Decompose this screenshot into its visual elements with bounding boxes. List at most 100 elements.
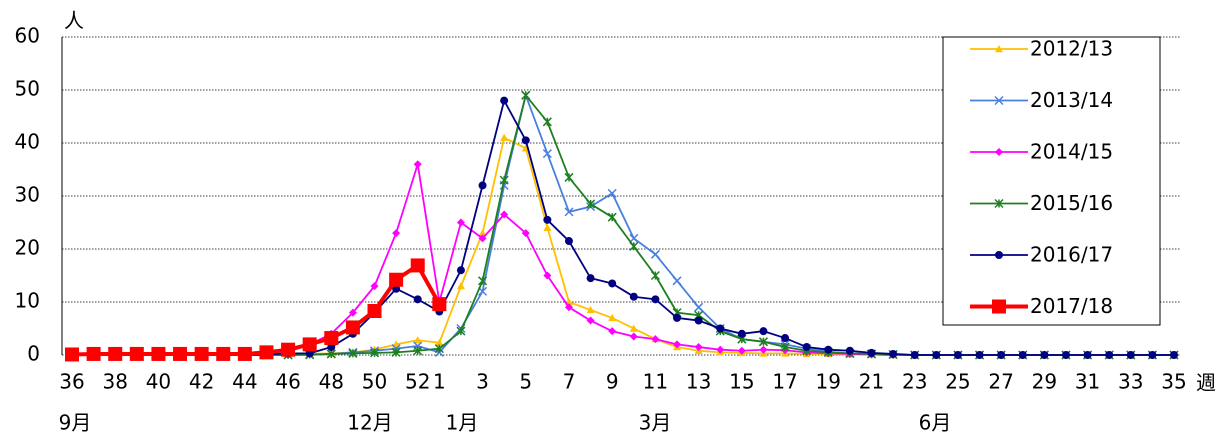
- marker: [413, 336, 422, 344]
- marker: [992, 299, 1006, 314]
- y-tick-label: 50: [15, 77, 40, 101]
- marker: [997, 351, 1006, 359]
- marker: [564, 237, 573, 246]
- x-tick-label: 17: [772, 370, 797, 394]
- marker: [1126, 351, 1135, 359]
- marker: [995, 251, 1003, 259]
- marker: [305, 349, 314, 358]
- marker: [478, 234, 487, 243]
- month-label: 3月: [639, 411, 672, 435]
- x-tick-label: 38: [102, 370, 127, 394]
- marker: [194, 346, 209, 361]
- marker: [478, 276, 488, 286]
- marker: [781, 334, 790, 343]
- marker: [651, 335, 660, 344]
- x-tick-label: 25: [945, 370, 970, 394]
- marker: [326, 349, 336, 359]
- marker: [324, 331, 339, 346]
- marker: [456, 282, 465, 290]
- marker: [607, 212, 617, 222]
- series-line: [71, 262, 442, 357]
- marker: [867, 348, 876, 357]
- marker: [629, 241, 639, 251]
- marker: [716, 345, 725, 354]
- marker: [994, 95, 1004, 106]
- month-label: 6月: [919, 411, 952, 435]
- marker: [237, 346, 252, 361]
- marker: [673, 340, 682, 349]
- marker: [564, 172, 574, 182]
- marker: [758, 337, 768, 347]
- x-tick-label: 36: [59, 370, 84, 394]
- x-tick-label: 35: [1161, 370, 1186, 394]
- y-tick-label: 0: [27, 342, 40, 366]
- marker: [759, 345, 768, 354]
- marker: [1018, 351, 1027, 359]
- marker: [1105, 351, 1114, 359]
- x-tick-label: 9: [606, 370, 619, 394]
- marker: [108, 346, 123, 361]
- marker: [975, 351, 984, 359]
- marker: [432, 297, 447, 312]
- legend-label: 2013/14: [1030, 88, 1113, 112]
- marker: [889, 349, 898, 358]
- y-unit: 人: [64, 9, 84, 33]
- marker: [370, 282, 379, 291]
- marker: [500, 133, 509, 141]
- marker: [345, 320, 360, 335]
- marker: [65, 347, 79, 362]
- marker: [694, 316, 703, 325]
- marker: [1148, 351, 1157, 359]
- marker: [348, 308, 357, 317]
- y-tick-label: 60: [15, 24, 40, 48]
- marker: [348, 348, 358, 358]
- marker: [456, 266, 465, 275]
- marker: [542, 117, 552, 127]
- marker: [932, 351, 941, 359]
- marker: [629, 292, 638, 301]
- marker: [521, 90, 531, 100]
- marker: [586, 316, 595, 325]
- x-tick-label: 31: [1075, 370, 1100, 394]
- month-label: 1月: [446, 411, 479, 435]
- marker: [672, 276, 682, 286]
- marker: [413, 295, 422, 304]
- marker: [953, 351, 962, 359]
- marker: [327, 343, 336, 352]
- legend-label: 2016/17: [1030, 243, 1113, 267]
- marker: [456, 326, 466, 336]
- x-tick-label: 29: [1032, 370, 1057, 394]
- marker: [737, 329, 746, 338]
- marker: [586, 199, 596, 209]
- marker: [629, 332, 638, 341]
- marker: [173, 346, 188, 361]
- marker: [456, 218, 465, 227]
- marker: [521, 136, 530, 145]
- marker: [392, 284, 401, 293]
- x-tick-label: 50: [362, 370, 387, 394]
- marker: [410, 258, 425, 273]
- marker: [1040, 351, 1049, 359]
- marker: [478, 229, 487, 237]
- marker: [608, 327, 617, 336]
- marker: [1061, 351, 1070, 359]
- marker: [608, 313, 617, 322]
- x-tick-label: 1: [433, 370, 446, 394]
- marker: [694, 343, 703, 352]
- marker: [500, 210, 509, 219]
- x-tick-label: 11: [643, 370, 668, 394]
- legend-label: 2012/13: [1030, 37, 1113, 61]
- marker: [302, 337, 317, 352]
- x-tick-label: 13: [686, 370, 711, 394]
- x-tick-label: 52: [405, 370, 430, 394]
- marker: [367, 304, 382, 319]
- marker: [434, 344, 444, 354]
- legend-box: [942, 36, 1161, 326]
- x-tick-label: 3: [476, 370, 489, 394]
- marker: [607, 188, 617, 198]
- marker: [716, 324, 725, 333]
- marker: [802, 343, 811, 352]
- marker: [995, 148, 1003, 156]
- marker: [759, 327, 768, 336]
